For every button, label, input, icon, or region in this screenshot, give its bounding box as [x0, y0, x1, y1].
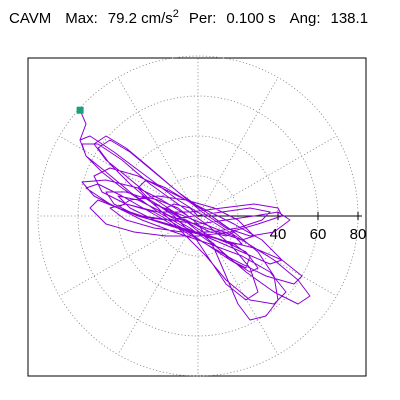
axis-tick-label: 40: [270, 226, 287, 243]
trace-line: [79, 135, 311, 321]
grid-spoke: [197, 135, 337, 217]
station-code: CAVM: [9, 10, 52, 27]
grid-spoke: [197, 77, 279, 217]
grid-spoke: [59, 215, 199, 297]
radial-axis: 40 60 80: [198, 212, 366, 243]
grid-spoke: [117, 77, 199, 217]
grid-spoke: [117, 215, 199, 355]
ang-label: Ang:: [289, 10, 321, 27]
per-label: Per:: [188, 10, 217, 27]
grid-spoke: [197, 215, 337, 297]
ang-value: 138.1: [330, 10, 369, 27]
peak-marker: [76, 106, 84, 114]
trace-peak-segment: [79, 110, 87, 141]
motion-trace: [79, 110, 311, 321]
axis-tick-label: 60: [310, 226, 327, 243]
peak-marker-layer: [76, 106, 84, 114]
max-exponent: 2: [172, 8, 179, 20]
grid-spoke: [59, 135, 199, 217]
max-label: Max:: [65, 10, 98, 27]
header: CAVM Max: 79.2 cm/s2 Per: 0.100 s Ang: 138.1: [9, 8, 369, 28]
per-value: 0.100 s: [226, 10, 276, 27]
max-value: 79.2 cm/s: [107, 10, 173, 27]
grid-spoke: [197, 215, 279, 355]
axis-tick-label: 80: [350, 226, 367, 243]
